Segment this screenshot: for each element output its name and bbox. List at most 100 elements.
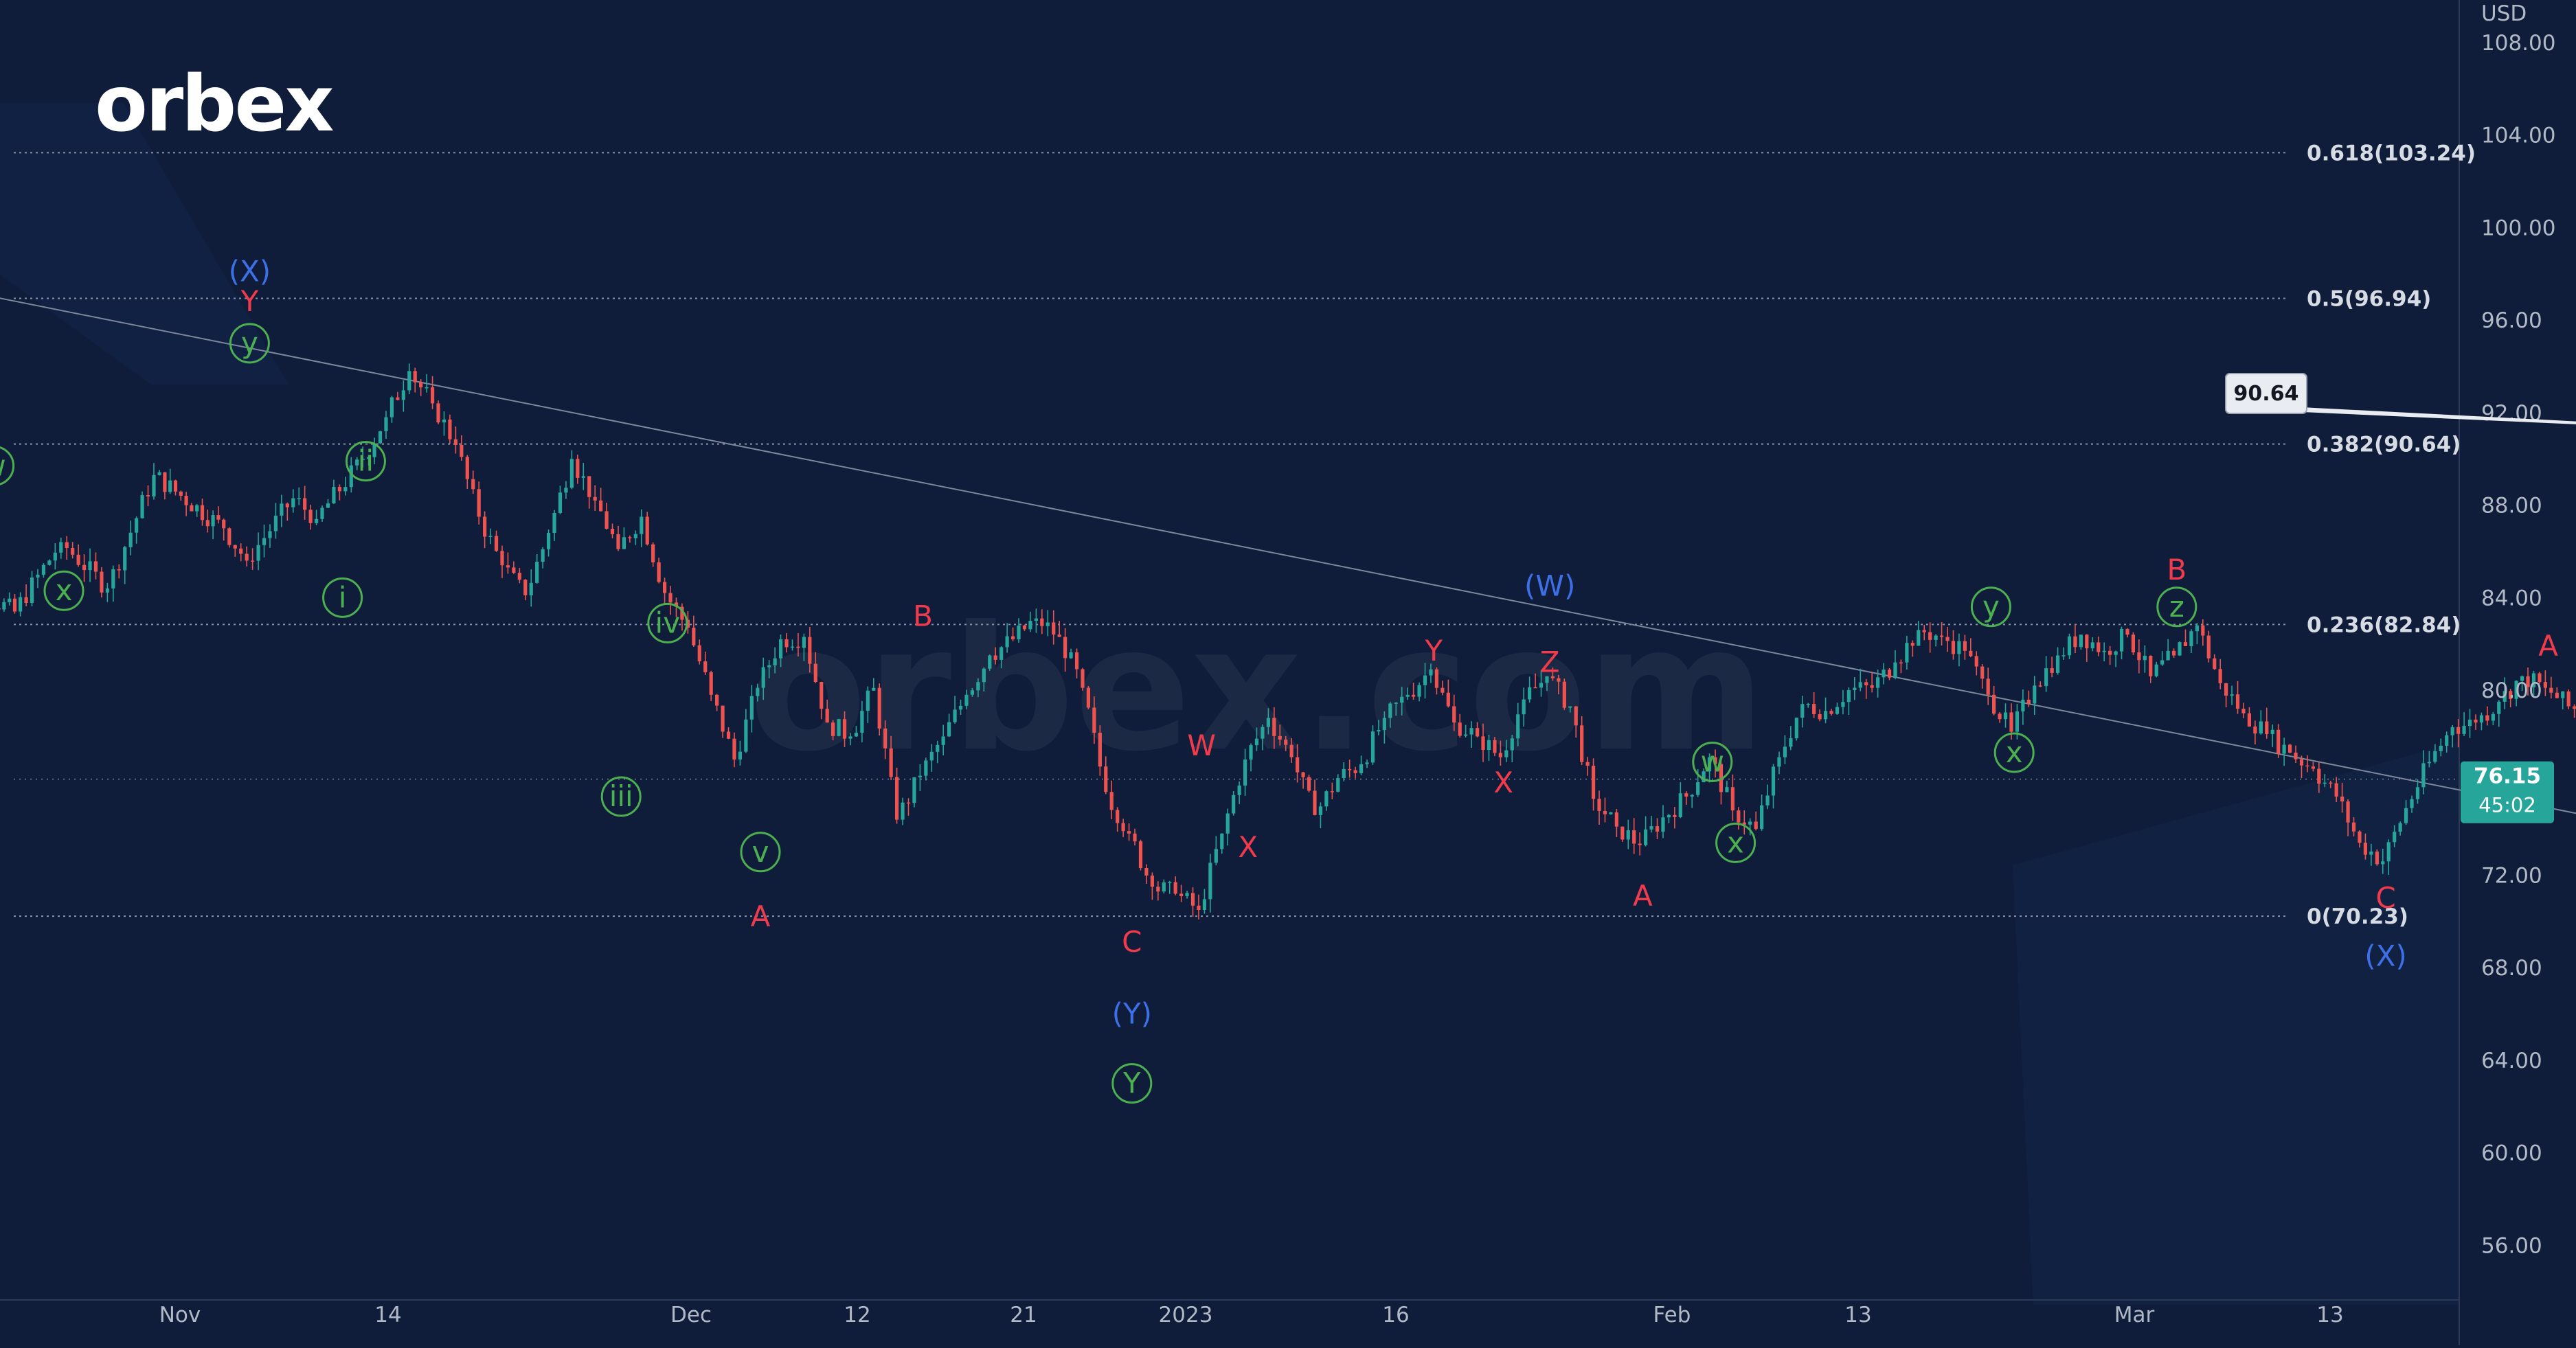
candle-body (1168, 882, 1172, 884)
candle-body (2456, 727, 2461, 734)
candle-body (1481, 736, 1485, 751)
candle-body (894, 777, 899, 820)
candle-body (1127, 831, 1131, 834)
candle-body (2433, 751, 2437, 762)
fib-label-0.236: 0.236(82.84) (2307, 613, 2461, 637)
candle-body (500, 551, 504, 566)
candle-body (59, 542, 63, 553)
candle-body (1307, 777, 1311, 791)
candle-body (195, 505, 199, 512)
time-tick-label: Nov (159, 1303, 201, 1327)
candle-body (1939, 635, 1944, 637)
candle-body (1853, 687, 1857, 691)
candle-body (1104, 766, 1108, 792)
candle-body (1446, 692, 1450, 707)
candle-body (2206, 635, 2211, 659)
candle-body (1005, 636, 1009, 648)
last-price-countdown: 45:02 (2478, 794, 2536, 817)
candle-body (651, 544, 655, 562)
candle-body (1870, 685, 1874, 688)
candle-body (1539, 683, 1544, 688)
candle-body (2026, 699, 2031, 704)
candle-body (1835, 707, 1840, 714)
candle-body (1434, 669, 1439, 688)
candle-body (726, 731, 731, 739)
candle-body (1417, 685, 1421, 697)
candle-body (1980, 666, 1985, 679)
candle-body (883, 728, 888, 749)
candle-body (41, 564, 46, 575)
candle-body (2253, 726, 2257, 734)
candle-body (2201, 625, 2205, 636)
candle-body (1963, 641, 1967, 651)
candle-body (569, 459, 574, 488)
candle-body (1359, 764, 1364, 773)
candle-body (1138, 841, 1143, 868)
candle-body (389, 397, 394, 418)
wave-label-ii-5-circle (345, 441, 386, 482)
candle-body (2509, 691, 2513, 699)
price-tick-label: 96.00 (2481, 308, 2542, 333)
candle-body (837, 719, 841, 736)
candle-body (872, 687, 876, 691)
wave-label-X-16: X (1238, 830, 1258, 864)
candle-body (2131, 635, 2136, 652)
candle-body (2329, 782, 2333, 784)
candle-body (273, 515, 278, 532)
candle-body (1667, 814, 1671, 818)
candle-body (190, 505, 194, 512)
candle-body (262, 538, 267, 545)
candle-body (1162, 882, 1166, 892)
candle-body (2090, 642, 2094, 649)
candle-body (2375, 852, 2379, 865)
candle-body (1493, 740, 1497, 753)
candle-body (1969, 650, 1973, 656)
candle-body (889, 748, 893, 777)
candle-body (732, 738, 736, 760)
candle-body (721, 705, 725, 732)
candle-body (1017, 625, 1021, 639)
candle-body (326, 503, 330, 508)
candle-body (1092, 707, 1096, 733)
candle-body (396, 397, 400, 400)
candle-body (1034, 618, 1038, 621)
time-axis[interactable]: Nov 14 Dec 12 21 2023 16 Feb 13 Mar 13 (0, 1299, 2459, 1327)
price-tick-label: 80.00 (2481, 678, 2542, 703)
candle-body (1585, 762, 1590, 766)
candle-body (2276, 729, 2281, 754)
candle-body (233, 545, 237, 549)
candle-body (2265, 721, 2269, 735)
candle-body (1882, 670, 1886, 678)
candle-body (1214, 849, 1218, 863)
candle-body (256, 545, 260, 561)
last-price-tag: 76.15 45:02 (2461, 761, 2554, 823)
candle-body (541, 549, 545, 562)
candle-body (1313, 790, 1317, 815)
candle-body (460, 445, 464, 457)
wave-label-z-27: z (2169, 590, 2184, 624)
candle-body (2050, 668, 2054, 673)
candle-body (778, 639, 783, 659)
candle-body (2358, 831, 2362, 843)
price-tick-label: 64.00 (2481, 1049, 2542, 1073)
candle-body (1278, 735, 1282, 740)
candle-body (1301, 772, 1305, 777)
candle-body (384, 417, 388, 431)
fib-label-0: 0(70.23) (2307, 904, 2408, 929)
candle-body (1899, 662, 1903, 664)
last-price-box (2461, 761, 2554, 823)
wave-label-X-29: (X) (2364, 939, 2407, 972)
candle-body (2154, 664, 2158, 676)
candle-body (1150, 876, 1154, 887)
wave-label-iv-7-circle (647, 602, 688, 643)
candle-body (268, 531, 272, 538)
candle-body (1951, 641, 1956, 654)
time-tick-label: 2023 (1159, 1303, 1213, 1327)
candle-body (1742, 822, 1746, 825)
candle-body (1197, 905, 1201, 910)
candle-body (2114, 651, 2118, 655)
candle-body (425, 387, 429, 389)
candle-body (599, 500, 603, 512)
candle-body (1887, 670, 1892, 678)
